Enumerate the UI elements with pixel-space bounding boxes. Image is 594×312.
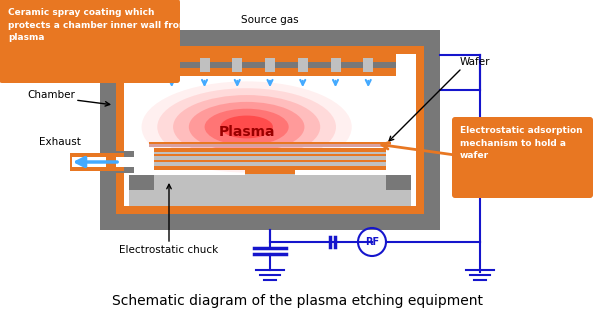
Ellipse shape <box>220 115 273 138</box>
FancyBboxPatch shape <box>0 0 180 83</box>
Bar <box>386 175 411 190</box>
Bar <box>330 58 340 72</box>
Text: Wafer: Wafer <box>460 57 491 67</box>
Bar <box>154 154 386 156</box>
Text: Electrostatic chuck: Electrostatic chuck <box>119 245 219 255</box>
Bar <box>144 54 396 76</box>
Text: Plasma: Plasma <box>219 125 275 139</box>
Bar <box>154 166 386 170</box>
Bar <box>154 148 386 170</box>
Ellipse shape <box>173 95 320 159</box>
Bar <box>364 58 373 72</box>
Bar <box>124 54 416 206</box>
Bar <box>154 148 386 152</box>
Bar <box>129 206 411 210</box>
Text: Source gas: Source gas <box>241 15 299 25</box>
Bar <box>265 58 275 72</box>
Bar <box>149 142 391 147</box>
Bar <box>72 157 106 167</box>
Bar <box>129 175 411 206</box>
Bar <box>232 58 242 72</box>
Bar <box>144 54 396 62</box>
Bar <box>116 46 424 214</box>
Bar <box>245 170 295 174</box>
Bar <box>167 58 177 72</box>
Bar <box>100 30 440 230</box>
Text: Electrostatic adsorption
mechanism to hold a
wafer: Electrostatic adsorption mechanism to ho… <box>460 126 583 160</box>
Bar <box>100 151 134 173</box>
Text: RF: RF <box>365 237 379 247</box>
Ellipse shape <box>189 102 305 152</box>
Bar <box>144 68 396 76</box>
Bar <box>116 157 134 167</box>
Text: Chamber: Chamber <box>27 90 75 100</box>
Text: Exhaust: Exhaust <box>39 137 81 147</box>
Ellipse shape <box>204 109 289 145</box>
Bar <box>70 153 105 171</box>
Ellipse shape <box>157 88 336 166</box>
Bar <box>154 160 386 162</box>
Ellipse shape <box>141 81 352 173</box>
Bar <box>245 170 295 206</box>
Bar <box>129 175 154 190</box>
Bar <box>200 58 210 72</box>
Bar <box>100 153 124 171</box>
Bar <box>149 142 391 144</box>
FancyBboxPatch shape <box>452 117 593 198</box>
Bar <box>298 58 308 72</box>
Text: Schematic diagram of the plasma etching equipment: Schematic diagram of the plasma etching … <box>112 294 482 308</box>
Text: Ceramic spray coating which
protects a chamber inner wall from
plasma: Ceramic spray coating which protects a c… <box>8 8 188 42</box>
